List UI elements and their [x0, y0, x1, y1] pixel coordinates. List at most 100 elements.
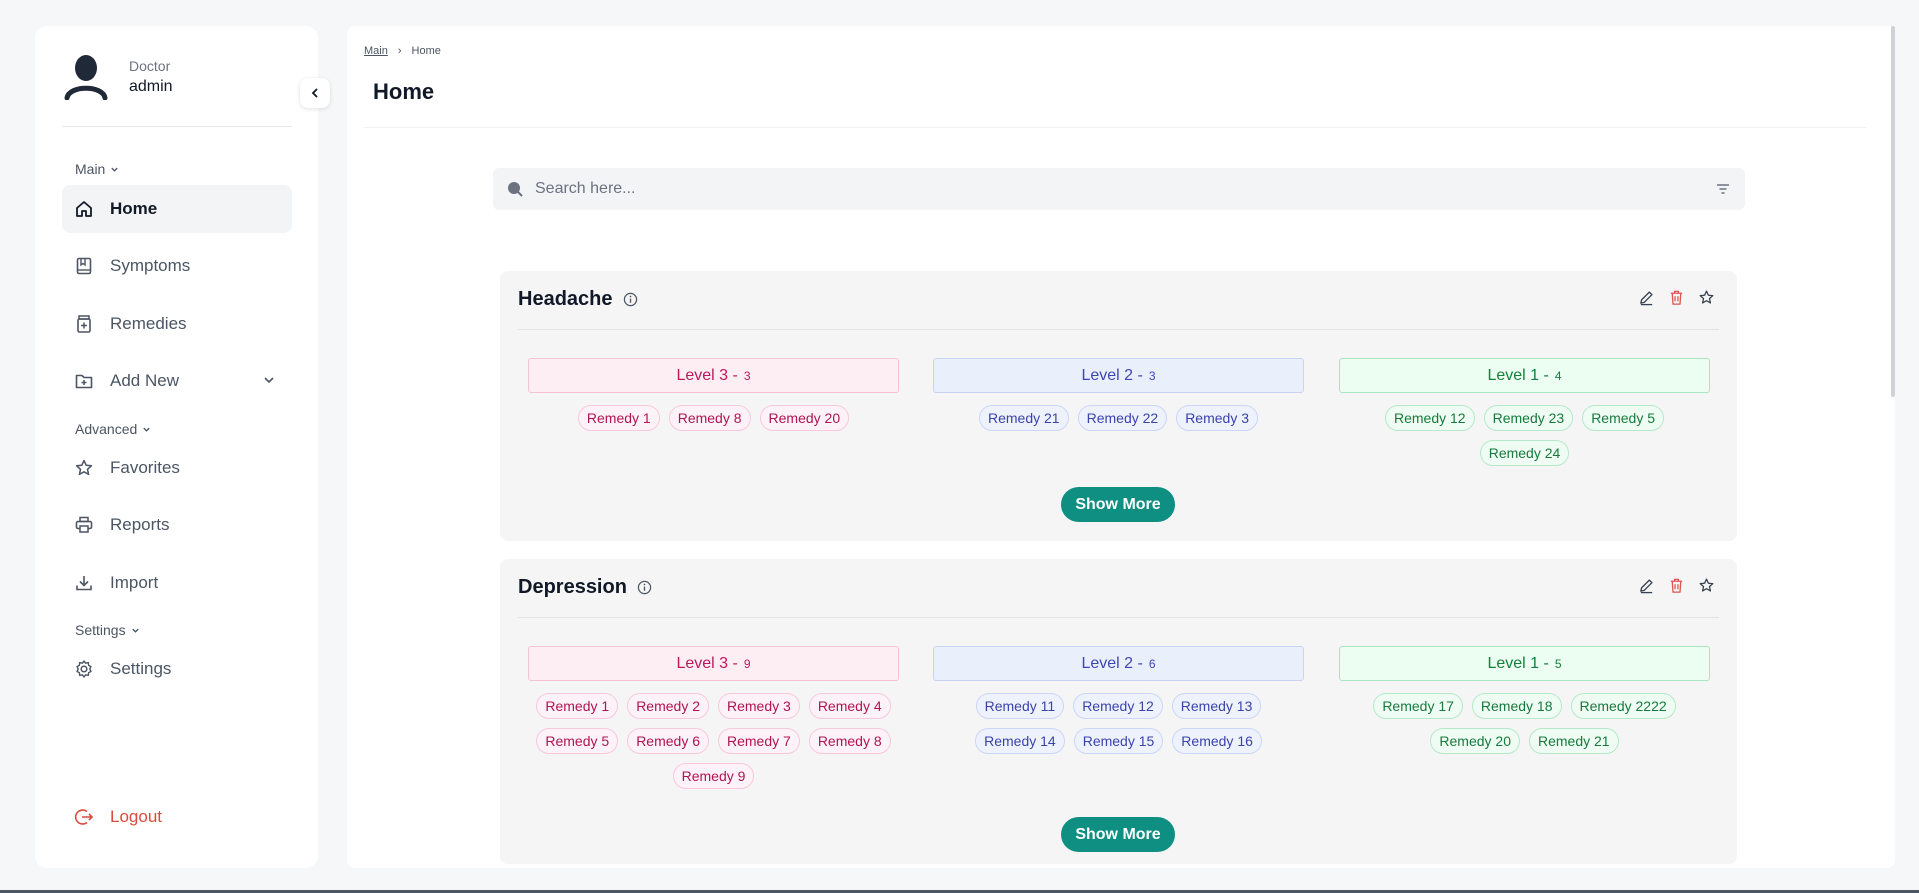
level-header: Level 2 -3 [933, 358, 1304, 393]
filter-icon [1717, 184, 1729, 194]
sidebar-item-label: Reports [110, 515, 170, 534]
remedy-chip[interactable]: Remedy 8 [808, 728, 891, 754]
search-input[interactable] [535, 180, 1675, 198]
header-divider [364, 127, 1867, 128]
remedy-chip[interactable]: Remedy 7 [718, 728, 800, 754]
sidebar-item-settings[interactable]: Settings [62, 645, 292, 693]
chevron-left-icon [311, 88, 318, 98]
section-label-main[interactable]: Main [75, 161, 119, 177]
level-header: Level 1 -5 [1339, 646, 1710, 681]
symptom-card: Depression Level 3 -9 Remedy 1 Remedy 2 Re… [500, 559, 1737, 864]
remedy-chip[interactable]: Remedy 3 [1176, 405, 1258, 431]
remedy-chip[interactable]: Remedy 11 [975, 693, 1065, 719]
delete-button[interactable] [1668, 289, 1685, 306]
sidebar-item-logout[interactable]: Logout [62, 793, 292, 841]
remedy-chip[interactable]: Remedy 24 [1479, 440, 1570, 466]
delete-button[interactable] [1668, 577, 1685, 594]
remedy-chip[interactable]: Remedy 6 [627, 728, 709, 754]
level-2-column: Level 2 -3 Remedy 21 Remedy 22 Remedy 3 [933, 358, 1304, 431]
sidebar-item-reports[interactable]: Reports [62, 501, 292, 549]
edit-button[interactable] [1638, 577, 1655, 594]
remedy-chip[interactable]: Remedy 5 [1582, 405, 1664, 431]
sidebar-item-label: Add New [110, 371, 179, 390]
remedy-chip[interactable]: Remedy 8 [668, 405, 751, 431]
sidebar-item-add-new[interactable]: Add New [62, 357, 292, 405]
remedy-chip[interactable]: Remedy 15 [1073, 728, 1164, 754]
remedy-chip[interactable]: Remedy 12 [1073, 693, 1163, 719]
breadcrumb-current: Home [411, 45, 441, 57]
level-count: 4 [1554, 368, 1562, 383]
sidebar-item-import[interactable]: Import [62, 559, 292, 607]
remedy-list: Remedy 21 Remedy 22 Remedy 3 [933, 405, 1304, 431]
remedy-chip[interactable]: Remedy 1 [577, 405, 660, 431]
level-header: Level 1 -4 [1339, 358, 1710, 393]
remedy-list: Remedy 1 Remedy 8 Remedy 20 [528, 405, 899, 431]
sidebar-item-label: Logout [110, 807, 162, 826]
section-label-advanced[interactable]: Advanced [75, 421, 151, 437]
edit-icon [1640, 579, 1653, 594]
info-icon[interactable] [637, 580, 652, 595]
remedy-chip[interactable]: Remedy 21 [979, 405, 1069, 431]
breadcrumb-link-main[interactable]: Main [364, 45, 388, 57]
collapse-sidebar-button[interactable] [300, 78, 330, 108]
chevron-down-icon [131, 628, 139, 633]
sidebar: Doctor admin Main Home Symptoms Remedies… [35, 26, 318, 868]
level-count: 3 [743, 368, 751, 383]
show-more-button[interactable]: Show More [1061, 487, 1175, 522]
remedy-chip[interactable]: Remedy 20 [1430, 728, 1520, 754]
home-icon [76, 201, 92, 217]
remedy-chip[interactable]: Remedy 21 [1529, 728, 1619, 754]
remedy-chip[interactable]: Remedy 13 [1171, 693, 1262, 719]
symptom-card: Headache Level 3 -3 Remedy 1 Remedy 8 Reme… [500, 271, 1737, 541]
remedy-chip[interactable]: Remedy 16 [1172, 728, 1262, 754]
main-content: Main › Home Home Headache Level 3 -3 Rem… [347, 26, 1895, 868]
show-more-button[interactable]: Show More [1061, 817, 1175, 852]
medicine-bottle-icon [77, 315, 91, 333]
scrollbar[interactable] [1891, 26, 1895, 397]
user-role: Doctor [129, 58, 171, 74]
remedy-chip[interactable]: Remedy 23 [1483, 405, 1574, 431]
info-icon[interactable] [623, 292, 638, 307]
filter-button[interactable] [1715, 181, 1731, 202]
edit-button[interactable] [1638, 289, 1655, 306]
remedy-chip[interactable]: Remedy 18 [1471, 693, 1562, 719]
favorite-button[interactable] [1698, 577, 1715, 594]
sidebar-item-remedies[interactable]: Remedies [62, 300, 292, 348]
level-header: Level 3 -9 [528, 646, 899, 681]
remedy-list: Remedy 1 Remedy 2 Remedy 3 Remedy 4 Remedy 5… [528, 693, 899, 789]
sidebar-divider [62, 126, 292, 127]
level-2-column: Level 2 -6 Remedy 11 Remedy 12 Remedy 13 Re… [933, 646, 1304, 754]
card-title: Depression [518, 576, 652, 599]
level-count: 9 [743, 656, 751, 671]
star-icon [1699, 578, 1714, 592]
card-title: Headache [518, 288, 638, 311]
remedy-chip[interactable]: Remedy 4 [808, 693, 891, 719]
card-divider [518, 617, 1719, 618]
remedy-chip[interactable]: Remedy 12 [1385, 405, 1475, 431]
level-header: Level 2 -6 [933, 646, 1304, 681]
sidebar-item-label: Symptoms [110, 256, 191, 275]
section-label-settings[interactable]: Settings [75, 622, 140, 638]
remedy-list: Remedy 11 Remedy 12 Remedy 13 Remedy 14 Reme… [933, 693, 1304, 754]
remedy-chip[interactable]: Remedy 2 [627, 693, 709, 719]
remedy-chip[interactable]: Remedy 1 [536, 693, 619, 719]
remedy-chip[interactable]: Remedy 2222 [1570, 693, 1676, 719]
remedy-chip[interactable]: Remedy 3 [718, 693, 800, 719]
sidebar-item-symptoms[interactable]: Symptoms [62, 242, 292, 290]
remedy-chip[interactable]: Remedy 20 [759, 405, 850, 431]
remedy-chip[interactable]: Remedy 14 [975, 728, 1065, 754]
trash-icon [1670, 290, 1683, 305]
chevron-down-icon [143, 427, 150, 432]
favorite-button[interactable] [1698, 289, 1715, 306]
sidebar-item-home[interactable]: Home [62, 185, 292, 233]
sidebar-item-favorites[interactable]: Favorites [62, 444, 292, 492]
remedy-chip[interactable]: Remedy 22 [1077, 405, 1168, 431]
logout-icon [74, 809, 94, 825]
chevron-down-icon [111, 167, 119, 172]
remedy-chip[interactable]: Remedy 9 [672, 763, 755, 789]
sidebar-item-label: Favorites [110, 458, 180, 477]
level-3-column: Level 3 -9 Remedy 1 Remedy 2 Remedy 3 Remed… [528, 646, 899, 789]
remedy-chip[interactable]: Remedy 5 [536, 728, 619, 754]
sidebar-item-label: Import [110, 573, 159, 592]
remedy-chip[interactable]: Remedy 17 [1373, 693, 1463, 719]
